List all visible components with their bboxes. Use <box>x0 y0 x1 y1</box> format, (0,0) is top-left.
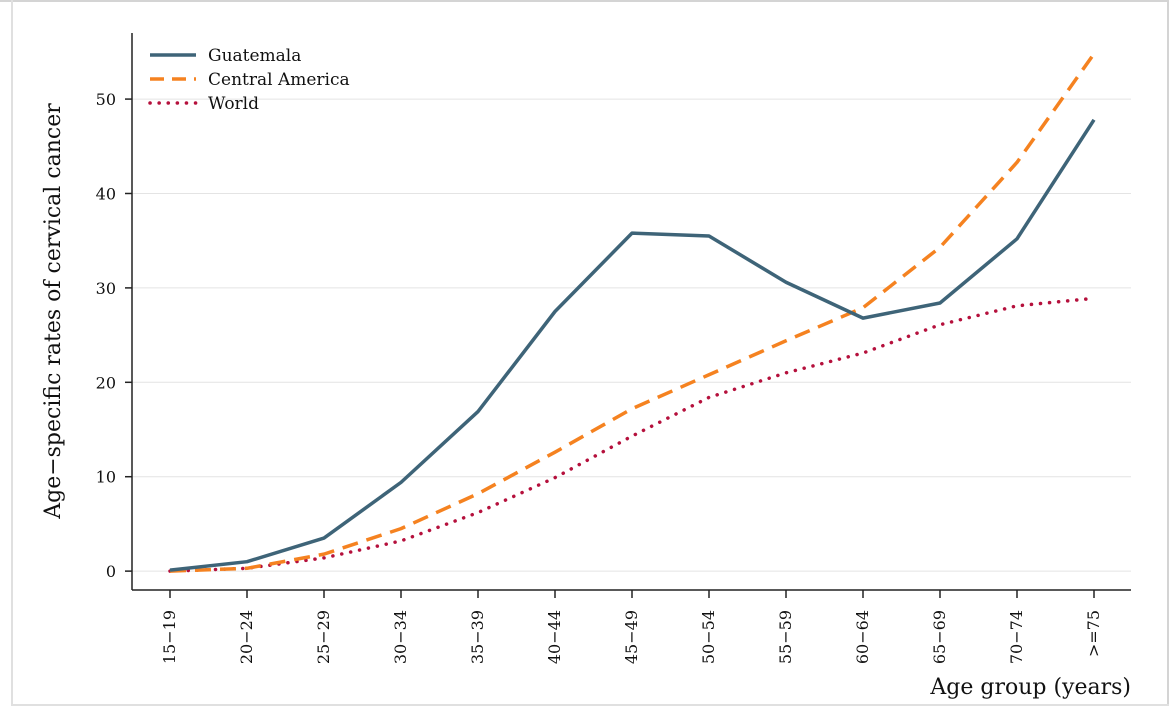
x-tick-label: 55−59 <box>776 610 795 664</box>
x-tick-label: 45−49 <box>622 610 641 664</box>
left-border-rule <box>11 0 13 706</box>
series-line-central-america <box>169 52 1096 573</box>
x-tick-label: 60−64 <box>853 610 872 664</box>
y-tick-label: 30 <box>96 279 116 298</box>
x-tick-label: 70−74 <box>1007 610 1026 664</box>
bottom-border-rule <box>11 704 1169 706</box>
x-tick-label: >=75 <box>1084 610 1103 657</box>
x-tick-label: 25−29 <box>314 610 333 664</box>
y-axis-title: Age−specific rates of cervical cancer <box>41 103 66 520</box>
grid-lines <box>132 98 1131 572</box>
y-tick-label: 40 <box>96 184 116 203</box>
legend: Guatemala Central America World <box>148 46 350 114</box>
x-tick-label: 40−44 <box>545 610 564 664</box>
legend-label: Central America <box>208 70 350 90</box>
x-tick-label: 30−34 <box>391 610 410 664</box>
x-axis-ticks: 15−19 20−24 25−29 30−34 35−39 40−44 45−49 50−54… <box>160 590 1103 664</box>
x-tick-label: 65−69 <box>930 610 949 664</box>
x-tick-label: 50−54 <box>699 610 718 664</box>
y-tick-label: 10 <box>96 468 116 487</box>
y-axis-ticks: 0 10 20 30 40 50 <box>96 90 132 581</box>
legend-label: Guatemala <box>208 46 301 66</box>
legend-label: World <box>208 94 259 114</box>
series-line-world <box>168 296 1096 573</box>
y-tick-label: 20 <box>96 373 116 392</box>
series-line-guatemala <box>169 118 1096 572</box>
x-axis-title: Age group (years) <box>929 675 1131 700</box>
y-tick-label: 0 <box>106 562 116 581</box>
x-tick-label: 15−19 <box>160 610 179 664</box>
series-lines <box>168 52 1096 573</box>
y-tick-label: 50 <box>96 90 116 109</box>
x-tick-label: 35−39 <box>468 610 487 664</box>
x-tick-label: 20−24 <box>237 610 256 664</box>
